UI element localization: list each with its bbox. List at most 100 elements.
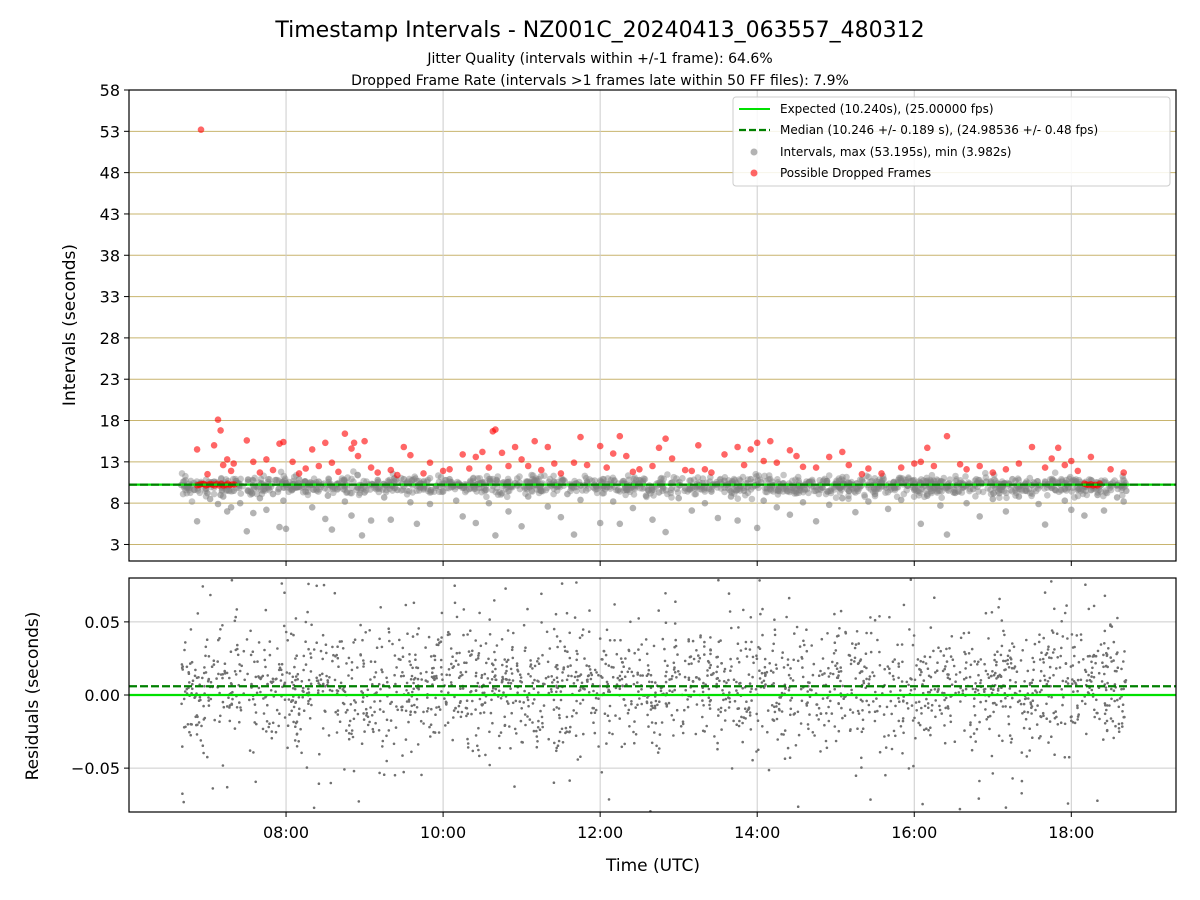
residual-point [1076, 704, 1079, 707]
residual-point [238, 720, 241, 724]
intervals-y-tick-label: 53 [100, 122, 120, 141]
residual-point [583, 657, 586, 660]
residual-point [435, 643, 439, 646]
interval-point [786, 511, 794, 518]
residual-point [630, 670, 634, 674]
residual-point [488, 633, 492, 636]
residual-point [236, 653, 240, 657]
interval-point [611, 477, 618, 484]
residual-point [639, 674, 642, 677]
residual-point [1090, 675, 1093, 678]
interval-point [816, 477, 823, 484]
residual-point [668, 689, 671, 692]
residual-point [815, 714, 819, 717]
legend-intervals-swatch [750, 148, 758, 156]
interval-point [991, 476, 998, 483]
residual-point [1092, 675, 1096, 679]
interval-point [1023, 478, 1030, 485]
residual-point [277, 724, 281, 728]
residual-point [811, 731, 815, 734]
interval-point [694, 474, 702, 481]
interval-point [502, 485, 510, 493]
dropped-frame-point [740, 461, 748, 469]
residual-point [679, 725, 683, 728]
residual-point [511, 701, 515, 705]
interval-point [526, 484, 533, 491]
residual-point [531, 681, 535, 685]
interval-point [836, 484, 844, 492]
residual-point [1069, 665, 1073, 668]
residual-point [1043, 674, 1046, 678]
residual-point [479, 644, 483, 648]
residual-point [721, 689, 724, 692]
interval-point [550, 472, 557, 480]
residual-point [464, 670, 468, 674]
interval-point [460, 484, 468, 492]
residual-point [289, 632, 293, 636]
interval-point [934, 487, 942, 494]
residual-point [1076, 706, 1079, 710]
residual-point [716, 747, 719, 751]
residual-point [228, 706, 231, 709]
residual-point [420, 678, 424, 681]
residual-point [1002, 629, 1005, 633]
residual-point [1084, 670, 1088, 673]
residual-point [780, 732, 783, 736]
residual-point [1008, 649, 1011, 652]
interval-point [474, 475, 481, 482]
interval-point [630, 491, 638, 498]
x-axis-label: Time (UTC) [605, 856, 700, 876]
legend-intervals-label: Intervals, max (53.195s), min (3.982s) [780, 145, 1011, 159]
residual-point [757, 645, 760, 649]
residual-point [350, 668, 354, 672]
residual-point [282, 624, 286, 628]
residual-point [1055, 667, 1058, 670]
residual-point [373, 700, 376, 703]
interval-point [373, 485, 380, 493]
residual-point [627, 708, 631, 712]
residual-point [1034, 708, 1037, 712]
residual-point [750, 687, 753, 691]
interval-point [792, 476, 799, 484]
interval-point [328, 526, 336, 533]
interval-point [1079, 486, 1087, 494]
residual-point [976, 663, 979, 666]
residual-point [293, 687, 297, 691]
interval-point [523, 484, 530, 491]
residual-point [1077, 713, 1080, 716]
intervals-y-tick-label: 3 [110, 535, 120, 554]
residual-point [188, 681, 191, 684]
residual-point [378, 637, 381, 641]
interval-point [466, 485, 473, 493]
residual-point [667, 701, 671, 705]
dropped-frame-point [557, 470, 565, 477]
residual-point [763, 657, 767, 661]
interval-point [871, 475, 879, 482]
interval-point [675, 494, 682, 502]
interval-point [494, 473, 502, 480]
residual-point [965, 676, 968, 680]
residual-point [661, 637, 665, 641]
residual-point [1019, 702, 1023, 706]
residual-point [253, 721, 256, 724]
residual-point [487, 657, 490, 661]
residual-point [748, 711, 752, 714]
residual-point [1051, 651, 1055, 654]
residual-point [741, 687, 744, 690]
residual-point [885, 705, 889, 709]
residual-point [644, 638, 648, 641]
residual-point [615, 652, 619, 656]
residual-point [655, 744, 658, 748]
residual-point [992, 673, 996, 677]
residual-point [976, 689, 980, 692]
residual-point [776, 738, 779, 741]
residual-point [861, 727, 865, 730]
residual-point [862, 681, 866, 685]
residual-point [223, 662, 227, 665]
residual-point [623, 675, 627, 678]
residual-point [426, 707, 430, 710]
residual-point [462, 608, 466, 611]
residual-point [991, 772, 995, 775]
residual-point [709, 663, 712, 667]
interval-point [488, 486, 496, 494]
